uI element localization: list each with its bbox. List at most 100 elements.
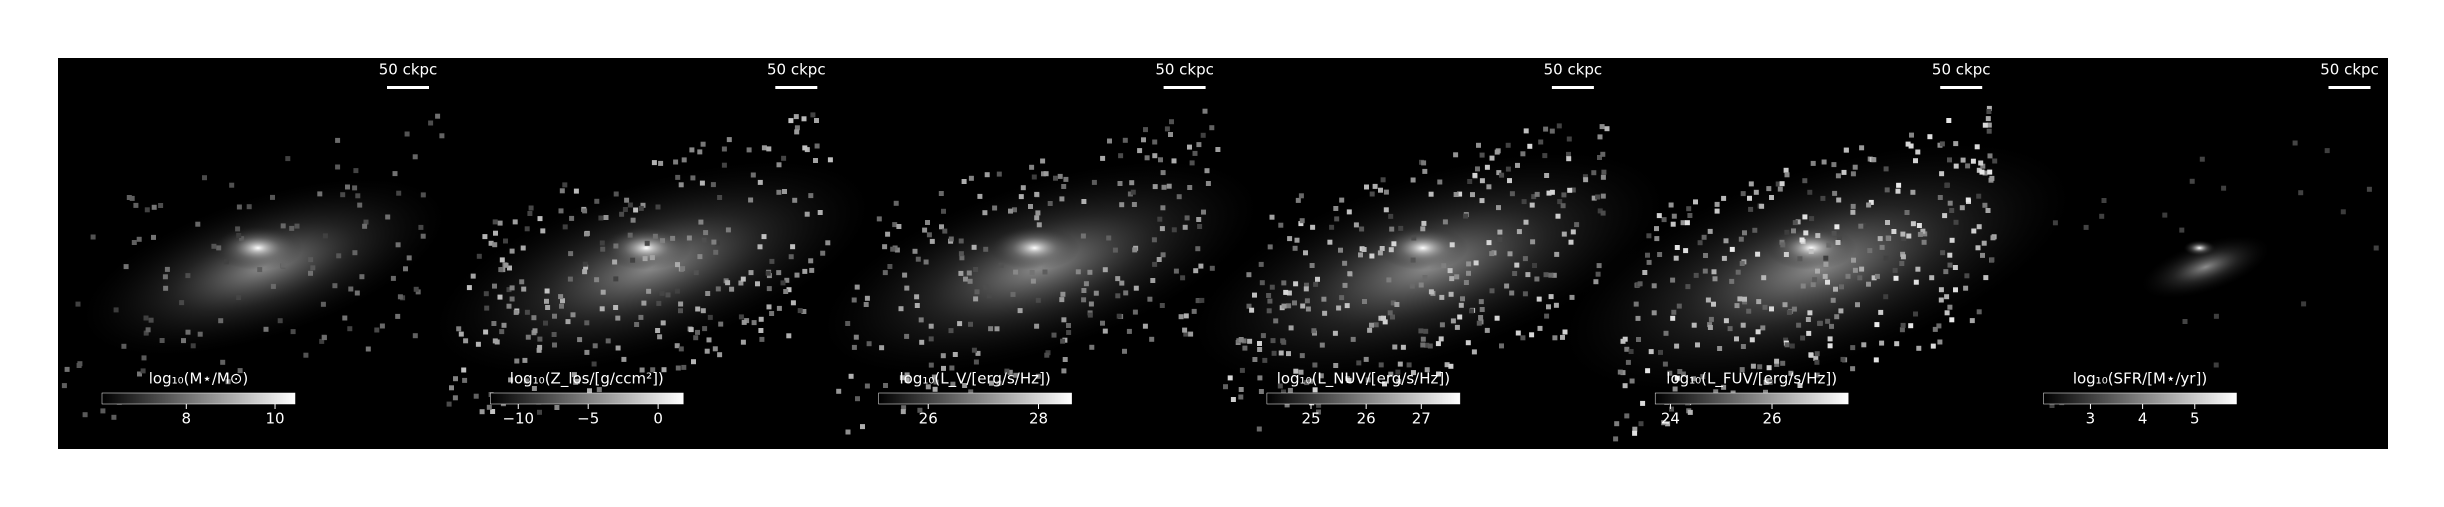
pixel xyxy=(1566,136,1572,142)
pixel xyxy=(1227,375,1233,381)
pixel xyxy=(1160,252,1166,258)
pixel xyxy=(1835,240,1841,245)
pixel xyxy=(1283,289,1289,295)
pixel xyxy=(726,137,732,143)
pixel xyxy=(902,272,908,278)
pixel xyxy=(627,202,633,208)
pixel xyxy=(1454,274,1460,280)
pixel xyxy=(967,278,973,284)
pixel xyxy=(1557,199,1563,205)
pixel xyxy=(1636,337,1641,342)
pixel xyxy=(814,118,819,123)
pixel xyxy=(1595,271,1601,277)
pixel xyxy=(1062,357,1068,362)
pixel xyxy=(506,303,512,309)
pixel xyxy=(1976,309,1982,315)
pixel xyxy=(1191,308,1197,314)
pixel xyxy=(1018,194,1024,200)
pixel xyxy=(492,242,498,248)
pixel xyxy=(1624,413,1630,419)
pixel xyxy=(998,262,1004,268)
pixel xyxy=(1570,229,1576,235)
pixel xyxy=(1017,308,1023,314)
pixel xyxy=(1817,320,1823,326)
pixel xyxy=(975,350,981,356)
pixel xyxy=(1529,332,1535,338)
pixel xyxy=(1683,248,1689,254)
pixel xyxy=(1767,379,1773,385)
pixel xyxy=(1814,351,1820,357)
pixel xyxy=(1143,127,1148,133)
pixel xyxy=(958,238,964,244)
pixel xyxy=(659,290,665,296)
pixel xyxy=(1391,241,1397,247)
pixel xyxy=(1946,118,1952,123)
pixel xyxy=(308,270,313,276)
pixel xyxy=(1398,225,1404,231)
pixel xyxy=(703,230,709,236)
pixel xyxy=(1628,349,1634,354)
pixel xyxy=(521,286,527,292)
pixel xyxy=(1034,215,1040,221)
pixel xyxy=(583,264,589,270)
pixel xyxy=(1527,143,1533,149)
pixel xyxy=(1418,328,1424,334)
pixel xyxy=(721,162,727,168)
pixel xyxy=(1534,276,1540,282)
pixel xyxy=(649,255,655,261)
pixel xyxy=(1808,352,1814,358)
pixel xyxy=(1091,179,1097,185)
pixel xyxy=(1471,349,1477,355)
pixel xyxy=(1316,409,1321,415)
pixel xyxy=(1122,137,1128,143)
pixel xyxy=(738,280,744,286)
pixel xyxy=(1489,251,1495,257)
pixel xyxy=(396,190,402,196)
pixel xyxy=(2301,301,2307,307)
pixel xyxy=(317,191,323,197)
pixel xyxy=(904,333,910,339)
pixel xyxy=(143,315,149,321)
pixel xyxy=(584,320,590,326)
pixel xyxy=(1010,291,1016,297)
pixel xyxy=(1137,148,1143,154)
pixel xyxy=(1442,219,1448,225)
pixel xyxy=(1661,217,1667,223)
colorbar xyxy=(878,392,1072,405)
pixel xyxy=(1723,238,1729,244)
pixel xyxy=(1298,221,1304,227)
pixel xyxy=(900,409,906,415)
pixel xyxy=(558,208,564,214)
pixel xyxy=(1439,322,1445,328)
pixel xyxy=(615,315,621,321)
pixel xyxy=(1187,185,1193,190)
pixel xyxy=(1695,342,1700,348)
pixel xyxy=(1505,142,1511,148)
pixel xyxy=(1252,292,1257,298)
pixel xyxy=(962,383,968,388)
pixel xyxy=(475,341,481,347)
pixel xyxy=(1532,263,1537,268)
pixel xyxy=(1807,189,1813,195)
pixel xyxy=(711,239,717,245)
pixel xyxy=(1739,367,1745,373)
pixel xyxy=(1042,269,1048,275)
scale-label: 50 ckpc xyxy=(1932,61,1991,79)
pixel xyxy=(82,412,88,418)
pixel xyxy=(600,289,606,295)
pixel xyxy=(1119,202,1125,208)
pixel xyxy=(1597,155,1602,160)
pixel xyxy=(1504,283,1510,289)
pixel xyxy=(1364,184,1369,190)
pixel xyxy=(948,328,954,334)
pixel xyxy=(1322,310,1328,316)
pixel xyxy=(1270,338,1276,344)
pixel xyxy=(699,180,705,186)
pixel xyxy=(655,204,661,210)
pixel xyxy=(1784,229,1790,235)
pixel xyxy=(1298,193,1304,199)
pixel xyxy=(1632,430,1638,436)
pixel xyxy=(491,321,497,326)
pixel xyxy=(1269,284,1275,290)
pixel xyxy=(788,118,794,124)
